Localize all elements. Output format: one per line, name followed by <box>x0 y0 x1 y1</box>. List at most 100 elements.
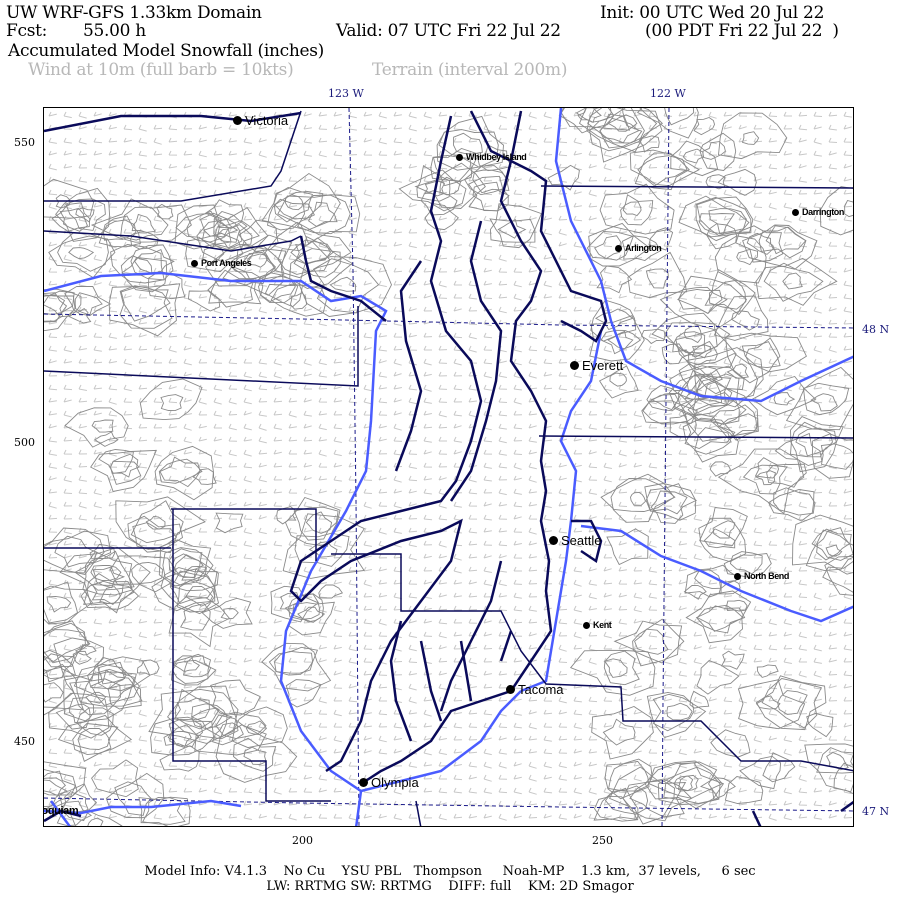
wind-barb-icon <box>48 631 58 638</box>
terrain-contour <box>685 590 752 644</box>
wind-barb-icon <box>93 397 103 403</box>
terrain-contour <box>741 131 760 145</box>
wind-barb-icon <box>78 774 87 780</box>
wind-barb-icon <box>483 254 492 261</box>
wind-barb-icon <box>708 163 718 170</box>
wind-barb-icon <box>63 462 72 470</box>
terrain-contour <box>703 528 736 549</box>
wind-barb-icon <box>678 553 688 560</box>
wind-barb-icon <box>393 371 402 377</box>
wind-barb-icon <box>813 111 823 117</box>
wind-barb-icon <box>438 683 447 690</box>
wind-barb-icon <box>213 644 222 651</box>
wind-barb-icon <box>213 670 222 677</box>
wind-barb-icon <box>378 397 388 404</box>
wind-barb-icon <box>618 514 627 522</box>
wind-barb-icon <box>363 267 372 273</box>
wind-barb-icon <box>768 735 777 741</box>
wind-barb-icon <box>498 358 507 364</box>
wind-barb-icon <box>183 345 192 351</box>
wind-barb-icon <box>258 189 268 195</box>
wind-barb-icon <box>63 410 72 418</box>
terrain-contour <box>695 605 746 634</box>
map-canvas <box>44 108 853 826</box>
wind-barb-icon <box>708 475 718 482</box>
terrain-contour <box>683 325 702 344</box>
graticule <box>44 108 853 826</box>
wind-barb-icon <box>648 592 657 599</box>
wind-barb-icon <box>753 748 762 755</box>
wind-barb-icon <box>138 722 147 728</box>
wind-barb-icon <box>273 787 282 795</box>
terrain-contour <box>710 729 751 758</box>
wind-barb-icon <box>273 683 282 690</box>
wind-barb-icon <box>513 462 522 470</box>
terrain-contour <box>668 375 732 416</box>
city-label: Port Angeles <box>201 258 252 268</box>
wind-barb-icon <box>648 670 657 676</box>
wind-barb-icon <box>93 254 102 262</box>
terrain-contour <box>602 718 636 746</box>
wind-barb-icon <box>543 410 552 416</box>
terrain-contour <box>282 513 365 579</box>
wind-barb-icon <box>108 774 117 781</box>
wind-barb-icon <box>423 579 432 585</box>
terrain-contour <box>803 382 850 416</box>
wind-barb-icon <box>438 774 447 780</box>
wind-barb-icon <box>198 293 207 299</box>
wind-barb-icon <box>138 345 148 351</box>
wind-barb-icon <box>813 150 822 157</box>
wind-barb-icon <box>798 748 807 754</box>
wind-barb-icon <box>378 709 388 716</box>
wind-barb-icon <box>303 111 312 117</box>
wind-barb-icon <box>723 189 732 197</box>
wind-barb-icon <box>333 579 342 585</box>
wind-barb-icon <box>378 124 388 130</box>
wind-barb-icon <box>258 332 268 339</box>
wind-barb-icon <box>318 150 327 158</box>
wind-barb-icon <box>273 696 282 704</box>
wind-barb-icon <box>303 397 312 403</box>
wind-barb-icon <box>48 787 57 793</box>
wind-barb-icon <box>108 631 117 637</box>
wind-barb-icon <box>273 332 282 340</box>
wind-barb-icon <box>288 345 298 351</box>
wind-barb-icon <box>93 605 102 611</box>
wind-barb-icon <box>678 748 687 756</box>
wind-barb-icon <box>78 514 87 521</box>
wind-barb-icon <box>378 475 387 481</box>
wind-barb-icon <box>843 813 853 819</box>
wind-barb-icon <box>843 722 852 728</box>
wind-barb-icon <box>558 475 567 481</box>
wind-barb-icon <box>843 124 852 130</box>
wind-barb-icon <box>318 761 327 769</box>
wind-barb-icon <box>768 618 777 626</box>
wind-barb-icon <box>348 618 358 625</box>
wind-barb-icon <box>333 345 342 351</box>
wind-barb-icon <box>423 748 432 756</box>
terrain-contour <box>44 682 64 703</box>
wind-barb-icon <box>303 488 312 496</box>
wind-barb-icon <box>183 319 193 325</box>
wind-barb-icon <box>423 553 432 559</box>
terrain-contour <box>594 235 622 260</box>
wind-barb-icon <box>558 358 568 364</box>
terrain-contour <box>58 783 98 822</box>
wind-barb-icon <box>378 631 388 637</box>
wind-barb-icon <box>333 163 343 170</box>
wind-barb-icon <box>603 449 613 456</box>
wind-barb-icon <box>603 241 613 248</box>
city-kent: Kent <box>583 620 612 630</box>
wind-barb-icon <box>93 137 103 144</box>
wind-barb-icon <box>258 306 267 314</box>
wind-barb-icon <box>528 475 537 483</box>
wind-barb-icon <box>363 488 373 494</box>
wind-barb-icon <box>783 566 793 572</box>
terrain-contour <box>709 461 731 477</box>
wind-barb-icon <box>123 332 132 338</box>
wind-barb-icon <box>228 332 237 338</box>
wind-barb-icon <box>513 592 522 599</box>
wind-barb-icon <box>738 722 747 728</box>
wind-barb-icon <box>273 813 283 820</box>
wind-barb-icon <box>303 722 312 728</box>
